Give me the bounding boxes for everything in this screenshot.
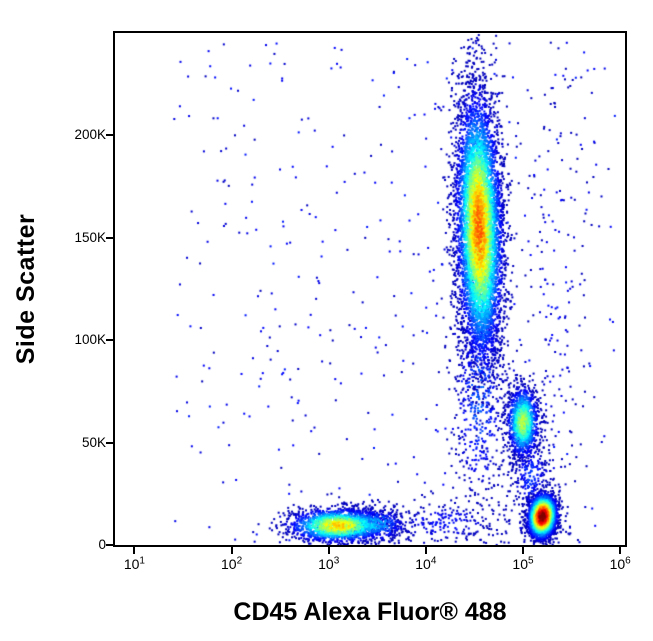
y-tick-label: 0 [98, 537, 106, 552]
x-tick-mark [230, 547, 233, 554]
y-tick-label: 100K [74, 332, 106, 348]
y-tick-mark [106, 441, 113, 444]
x-tick-mark [133, 547, 136, 554]
y-tick-mark [106, 134, 113, 137]
x-tick-label: 103 [318, 555, 340, 572]
y-axis-title: Side Scatter [12, 213, 40, 365]
y-tick-label: 200K [74, 127, 106, 143]
y-tick-label: 150K [74, 229, 106, 245]
plot-area [113, 31, 627, 547]
x-tick-mark [619, 547, 622, 554]
y-tick-mark [106, 236, 113, 239]
x-tick-mark [424, 547, 427, 554]
y-tick-mark [106, 339, 113, 342]
x-tick-label: 106 [609, 555, 631, 572]
x-tick-label: 104 [415, 555, 437, 572]
x-tick-label: 102 [220, 555, 243, 572]
x-tick-mark [327, 547, 330, 554]
y-tick-label: 50K [81, 434, 106, 450]
x-axis-title: CD45 Alexa Fluor® 488 [233, 598, 507, 626]
scatter-density-canvas [115, 33, 625, 545]
y-tick-mark [106, 544, 113, 546]
x-tick-label: 105 [512, 555, 534, 572]
x-tick-label: 101 [123, 555, 145, 572]
x-tick-mark [522, 547, 524, 554]
